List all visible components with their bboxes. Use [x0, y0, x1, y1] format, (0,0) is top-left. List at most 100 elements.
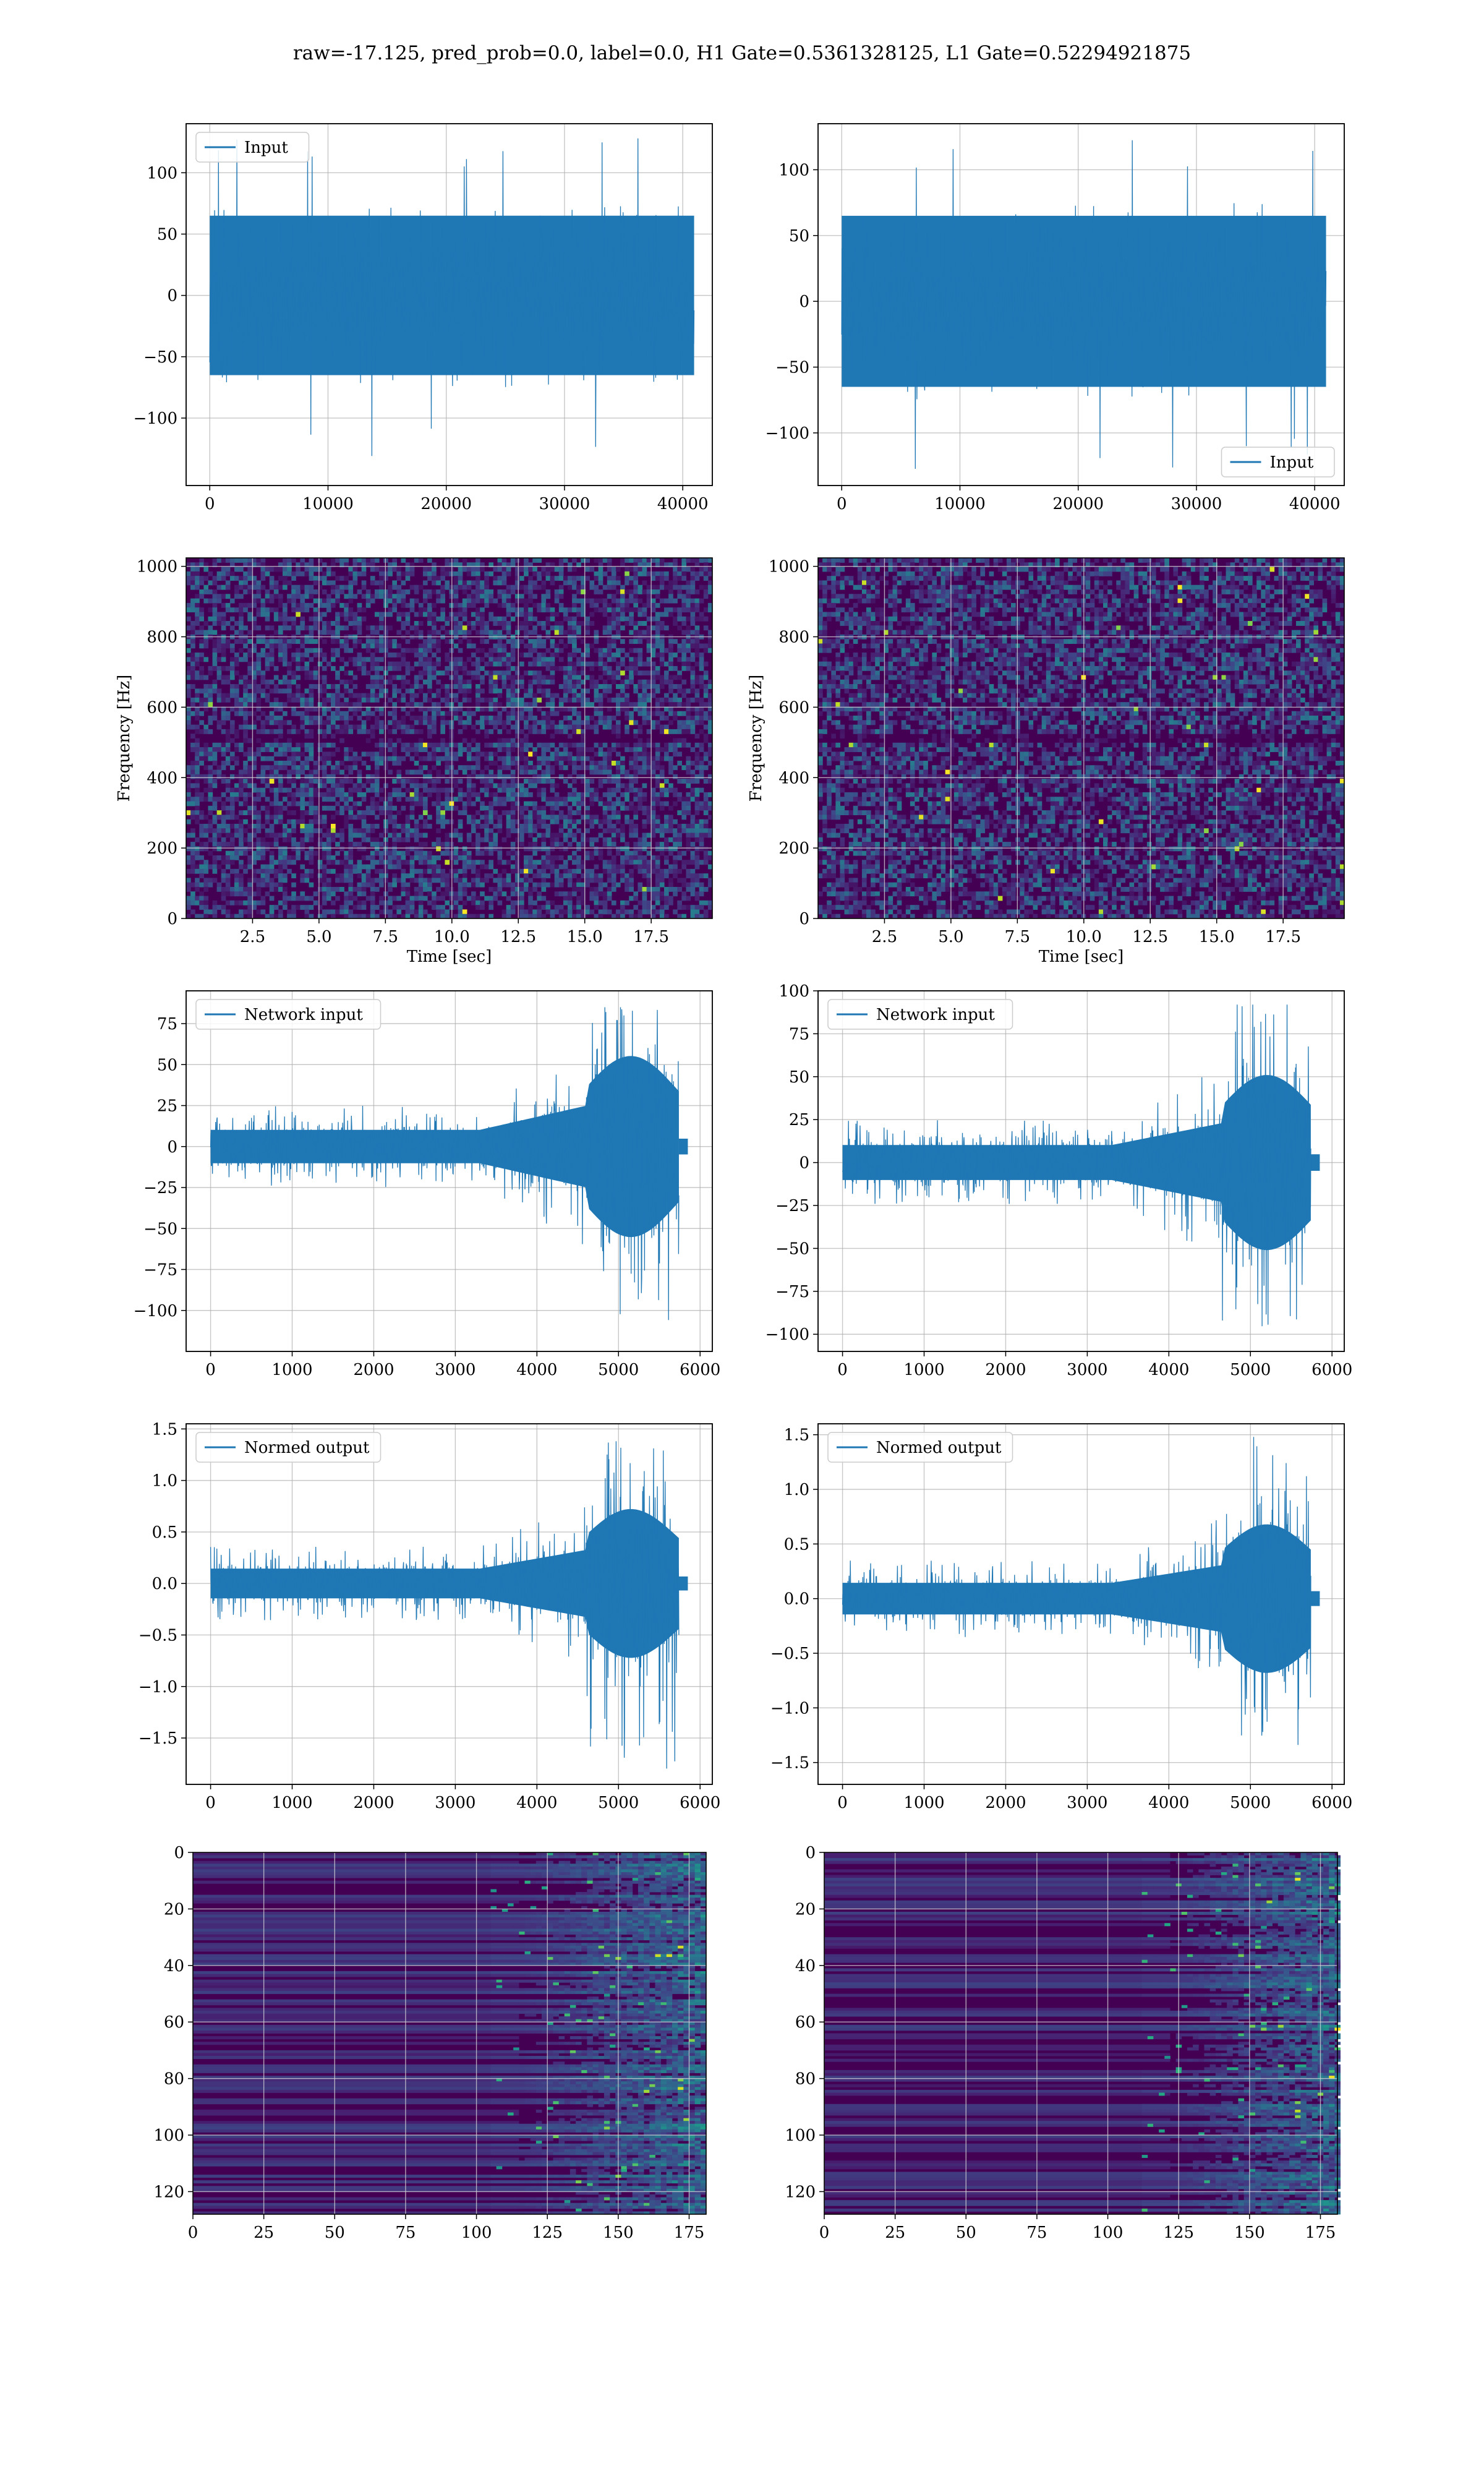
x-tick-label: 6000 [680, 1361, 720, 1379]
axes: 0 25 50 75 100 125 150 175 0 20 40 60 80 100 120 [153, 1844, 707, 2242]
series-line [842, 1437, 1311, 1745]
axes-frame [192, 1852, 707, 2215]
legend: Input [1221, 447, 1335, 477]
y-tick-label: −1.0 [770, 1699, 809, 1718]
y-tick-label: 1.0 [152, 1472, 177, 1491]
y-tick-label: 75 [789, 1025, 809, 1043]
x-tick-label: 2000 [353, 1361, 394, 1379]
x-tick-label: 30000 [1171, 495, 1222, 513]
chart-panel-r2c1: 2.5 5.0 7.5 10.0 12.5 15.0 17.5 0 200 400 600 800 10… [115, 557, 713, 966]
x-tick-label: 175 [674, 2224, 705, 2242]
y-tick-label: 1000 [769, 558, 809, 576]
y-axis-label: Frequency [Hz] [115, 675, 134, 802]
series-line [841, 140, 1327, 469]
y-tick-label: 400 [778, 769, 809, 787]
x-tick-label: 40000 [1289, 495, 1341, 513]
y-tick-label: −1.0 [139, 1678, 177, 1697]
x-tick-label: 0 [819, 2224, 830, 2242]
legend: Network input [827, 999, 1013, 1030]
y-tick-label: 100 [153, 2126, 184, 2145]
y-tick-label: 40 [164, 1957, 184, 1975]
chart-panel-r2c2: 2.5 5.0 7.5 10.0 12.5 15.0 17.5 0 200 400 600 800 10… [747, 557, 1345, 966]
x-tick-label: 175 [1305, 2224, 1336, 2242]
y-tick-label: 1.5 [784, 1426, 809, 1445]
y-tick-label: 20 [164, 1900, 184, 1919]
axes-frame-top [817, 1423, 1345, 1785]
axes-frame [817, 557, 1345, 919]
y-tick-label: 0.5 [784, 1535, 809, 1554]
x-tick-label: 40000 [657, 495, 709, 513]
y-tick-label: 0 [805, 1844, 816, 1862]
feature-map-cells [824, 1852, 1341, 2215]
x-tick-label: 10.0 [434, 928, 470, 946]
series-line [210, 1007, 680, 1320]
x-tick-label: 1000 [271, 1361, 312, 1379]
axes-frame-top [186, 990, 713, 1352]
y-tick-label: 20 [795, 1900, 816, 1919]
y-tick-label: −25 [143, 1179, 177, 1197]
axes-frame-top [186, 1423, 713, 1785]
chart-panel-r4c1: 0 1000 2000 3000 4000 5000 6000 −1.5 −1.0 −0.5 0.0… [139, 1420, 720, 1812]
x-tick-label: 10.0 [1066, 928, 1102, 946]
x-tick-label: 3000 [435, 1794, 475, 1812]
legend-label: Network input [876, 1006, 995, 1024]
x-tick-label: 4000 [1148, 1361, 1189, 1379]
y-tick-label: 100 [778, 161, 809, 179]
y-tick-label: 400 [147, 769, 177, 787]
y-tick-label: −50 [775, 359, 809, 377]
x-tick-label: 7.5 [1005, 928, 1030, 946]
x-tick-label: 4000 [516, 1794, 557, 1812]
chart-panel-r1c1: 0 10000 20000 30000 40000 −100 −50 0 50 100 Input [134, 123, 713, 513]
y-tick-label: 25 [789, 1111, 809, 1129]
y-tick-label: 120 [153, 2183, 184, 2201]
x-tick-label: 1000 [903, 1361, 944, 1379]
y-tick-label: 0.5 [152, 1523, 177, 1542]
y-tick-label: 800 [147, 628, 177, 647]
axes: 0 25 50 75 100 125 150 175 0 20 40 60 80 100 120 [785, 1844, 1338, 2242]
chart-panel-r4c2: 0 1000 2000 3000 4000 5000 6000 −1.5 −1.0 −0.5 0.0… [770, 1423, 1352, 1812]
x-tick-label: 12.5 [1132, 928, 1168, 946]
x-tick-label: 3000 [1067, 1794, 1107, 1812]
y-tick-label: −1.5 [139, 1729, 177, 1748]
x-tick-label: 4000 [516, 1361, 557, 1379]
x-tick-label: 0 [837, 495, 847, 513]
axes-frame-top [186, 123, 713, 486]
chart-panel-r3c1: 0 1000 2000 3000 4000 5000 6000 −100 −75 −50 −25 0 2… [134, 990, 720, 1379]
y-tick-label: 1.5 [152, 1420, 177, 1439]
y-tick-label: 0 [799, 910, 809, 928]
x-tick-label: 15.0 [567, 928, 603, 946]
y-tick-label: 100 [147, 164, 177, 182]
axes-frame-top [817, 990, 1345, 1352]
signal-envelope [842, 1075, 1311, 1251]
y-tick-label: 50 [789, 1068, 809, 1087]
x-tick-label: 2000 [985, 1361, 1026, 1379]
y-tick-label: −1.5 [770, 1754, 809, 1773]
x-tick-label: 12.5 [500, 928, 536, 946]
legend: Normed output [195, 1432, 382, 1463]
signal-tail [1310, 1154, 1320, 1171]
x-tick-label: 4000 [1148, 1794, 1189, 1812]
x-tick-label: 125 [532, 2224, 563, 2242]
x-tick-label: 100 [461, 2224, 492, 2242]
y-tick-label: 0.0 [784, 1590, 809, 1609]
x-tick-label: 2000 [985, 1794, 1026, 1812]
x-tick-label: 0 [205, 1361, 216, 1379]
y-tick-label: 120 [785, 2183, 816, 2201]
x-tick-label: 7.5 [373, 928, 398, 946]
x-tick-label: 2000 [353, 1794, 394, 1812]
y-tick-label: 1000 [137, 558, 177, 576]
y-tick-label: 0 [167, 287, 177, 306]
y-tick-label: −100 [765, 424, 809, 443]
y-tick-label: 50 [157, 225, 177, 244]
x-tick-label: 6000 [680, 1794, 720, 1812]
y-axis-label: Frequency [Hz] [747, 675, 765, 802]
x-tick-label: 50 [325, 2224, 345, 2242]
y-tick-label: 0 [167, 1138, 177, 1157]
y-tick-label: 0 [799, 293, 809, 311]
y-tick-label: 0 [799, 1154, 809, 1173]
y-tick-label: 1.0 [784, 1481, 809, 1499]
legend-label: Input [1270, 453, 1314, 472]
y-tick-label: −50 [143, 348, 177, 367]
y-tick-label: 200 [778, 839, 809, 858]
